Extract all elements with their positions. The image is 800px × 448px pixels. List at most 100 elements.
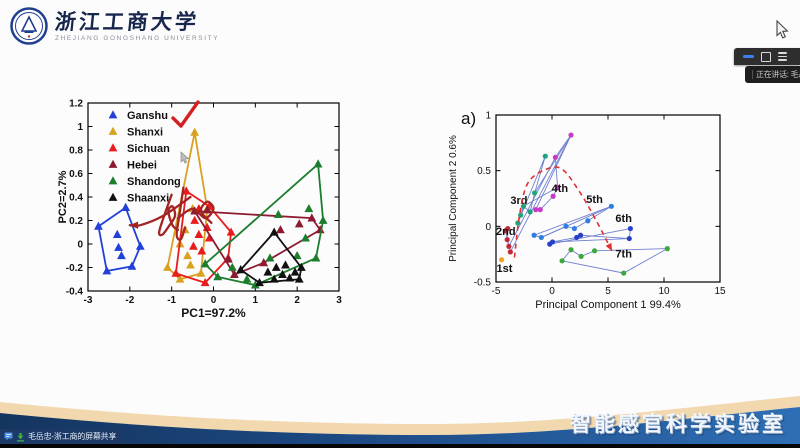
data-point-dot [563, 223, 569, 229]
svg-text:3: 3 [336, 295, 342, 306]
data-point-triangle [301, 233, 310, 242]
svg-text:0.5: 0.5 [477, 166, 491, 177]
data-point-triangle [196, 268, 206, 277]
svg-text:0: 0 [485, 222, 491, 233]
trajectory-link [509, 134, 572, 253]
svg-text:1.2: 1.2 [69, 99, 83, 110]
legend: Ganshu Shanxi Sichuan Hebei Shandong Shaanxi [108, 100, 200, 205]
data-point-triangle [278, 269, 287, 278]
data-point-dot [577, 232, 584, 238]
stage-label-7th: 7th [615, 249, 632, 261]
data-point-dot [499, 257, 505, 263]
data-point-triangle [242, 274, 252, 283]
legend-label-Shanxi: Shanxi [127, 127, 163, 139]
stage-pca-figure: -5 0 5 10 15 -0.5 0 0.5 1 Principal Component 1 9… [448, 109, 726, 311]
data-point-triangle [294, 219, 304, 228]
data-point-dot [571, 225, 577, 232]
data-point-triangle [197, 246, 207, 255]
data-point-triangle [271, 262, 281, 271]
data-point-dot [555, 184, 561, 190]
data-point-dot [578, 253, 584, 259]
data-point-dot [538, 234, 544, 241]
series-3rd [515, 153, 548, 226]
university-emblem-icon [10, 7, 48, 45]
svg-text:-5: -5 [492, 286, 501, 297]
data-point-triangle [108, 126, 118, 135]
data-point-dot [506, 243, 512, 249]
chat-icon [4, 432, 13, 441]
data-point-dot [531, 232, 537, 238]
data-point-triangle [226, 227, 236, 236]
x-axis-label: PC1=97.2% [181, 306, 246, 320]
arrow-head [605, 242, 612, 251]
svg-text:-0.5: -0.5 [474, 278, 492, 289]
data-point-dot [552, 154, 558, 160]
series-1st [499, 257, 505, 263]
series-Shandong [200, 159, 328, 289]
svg-text:0.4: 0.4 [69, 193, 83, 204]
data-point-triangle [281, 260, 290, 269]
data-point-triangle [121, 202, 131, 211]
data-point-triangle [296, 262, 306, 271]
data-point-triangle [292, 250, 302, 260]
data-point-triangle [304, 203, 314, 213]
svg-text:0: 0 [549, 286, 555, 297]
data-point-dot [542, 153, 548, 159]
data-point-triangle [236, 265, 246, 274]
stage-label-1st: 1st [497, 263, 513, 275]
handwritten-annotation [128, 186, 215, 241]
data-point-triangle [265, 253, 275, 262]
data-point-dot [520, 203, 527, 209]
legend-label-Ganshu: Ganshu [127, 110, 168, 122]
trend-arrow [513, 166, 613, 258]
data-point-triangle [223, 254, 233, 263]
data-point-dot [621, 270, 627, 276]
data-point-triangle [230, 269, 239, 278]
data-point-triangle [200, 277, 210, 287]
svg-text:10: 10 [658, 286, 670, 297]
data-point-dot [568, 247, 574, 253]
presenter-cursor-icon [180, 151, 190, 164]
data-point-triangle [315, 225, 325, 234]
svg-text:0.6: 0.6 [69, 169, 83, 180]
data-point-dot [627, 225, 633, 232]
data-point-triangle [189, 241, 198, 250]
data-point-triangle [127, 261, 137, 270]
data-point-dot [507, 249, 513, 255]
data-point-triangle [175, 274, 185, 283]
svg-text:-2: -2 [125, 295, 134, 306]
footer-wave-decoration [0, 396, 800, 444]
menu-icon[interactable] [778, 52, 787, 61]
svg-text:0: 0 [77, 240, 83, 251]
data-point-triangle [273, 209, 283, 219]
data-point-dot [527, 209, 533, 215]
series-4th [533, 132, 574, 213]
minimize-icon[interactable] [743, 55, 754, 58]
data-point-triangle [307, 213, 317, 222]
arrow-head [129, 221, 139, 229]
data-point-triangle [311, 253, 321, 262]
data-point-triangle [318, 215, 328, 224]
stage-label-6th: 6th [615, 213, 632, 225]
data-point-triangle [183, 250, 192, 260]
legend-label-Shandong: Shandong [127, 176, 181, 188]
data-point-dot [518, 212, 524, 218]
legend-label-Shaanxi: Shaanxi [127, 193, 169, 205]
data-point-triangle [285, 273, 295, 282]
university-name: 浙江工商大学 ZHEJIANG GONGSHANG UNIVERSITY [54, 9, 219, 42]
stage-label-2nd: 2nd [496, 226, 516, 238]
data-point-dot [608, 203, 614, 209]
data-point-triangle [269, 227, 279, 236]
university-logo: 浙江工商大学 ZHEJIANG GONGSHANG UNIVERSITY [10, 7, 219, 45]
svg-text:2: 2 [294, 295, 300, 306]
data-point-dot [532, 190, 538, 196]
data-point-triangle [202, 205, 212, 214]
data-point-triangle [190, 127, 200, 136]
data-point-dot [585, 218, 591, 224]
maximize-icon[interactable] [761, 51, 771, 62]
svg-text:1: 1 [253, 295, 259, 306]
data-point-triangle [94, 221, 103, 230]
meeting-window-controls [734, 48, 800, 65]
data-point-dot [568, 132, 574, 138]
